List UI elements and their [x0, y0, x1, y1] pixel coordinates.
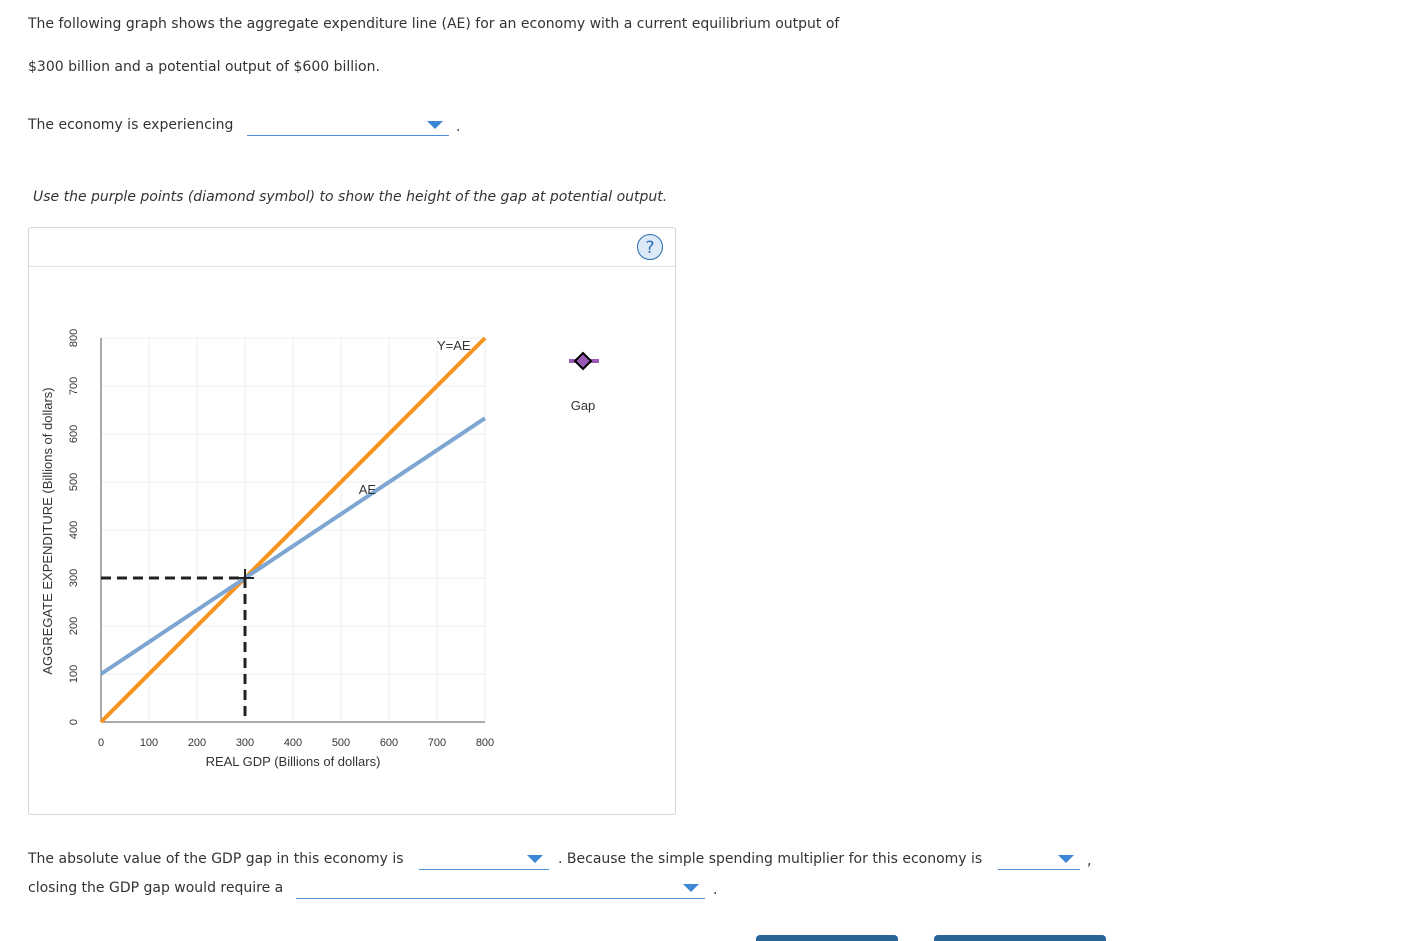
intro-line-1: The following graph shows the aggregate … — [28, 16, 840, 32]
chevron-down-icon — [527, 855, 543, 863]
x-tick-label: 0 — [98, 737, 104, 749]
x-tick-label: 400 — [284, 737, 302, 749]
grade-button[interactable] — [756, 935, 898, 941]
chevron-down-icon — [427, 121, 443, 129]
question-2-prefix: The absolute value of the GDP gap in thi… — [28, 851, 404, 867]
diamond-icon[interactable] — [573, 351, 593, 371]
question-2-middle: . Because the simple spending multiplier… — [558, 851, 983, 867]
y-axis-label: AGGREGATE EXPENDITURE (Billions of dolla… — [40, 387, 55, 674]
next-button[interactable] — [934, 935, 1106, 941]
ae-label: AE — [359, 482, 377, 497]
y-tick-label: 100 — [68, 665, 80, 683]
y-tick-label: 500 — [68, 473, 80, 491]
chart-axes — [100, 338, 485, 723]
x-tick-label: 300 — [236, 737, 254, 749]
question-3-suffix: . — [713, 882, 718, 898]
intro-line-2: $300 billion and a potential output of $… — [28, 59, 380, 75]
panel-divider — [29, 266, 675, 267]
y-equals-ae-line — [99, 336, 487, 724]
question-3-prefix: closing the GDP gap would require a — [28, 880, 284, 896]
x-tick-label: 100 — [140, 737, 158, 749]
y-equals-ae-label: Y=AE — [437, 338, 471, 353]
x-tick-label: 600 — [380, 737, 398, 749]
question-2-comma: , — [1087, 853, 1092, 869]
multiplier-dropdown[interactable] — [998, 849, 1080, 870]
x-axis-label: REAL GDP (Billions of dollars) — [206, 754, 381, 769]
chevron-down-icon — [683, 884, 699, 892]
gdp-gap-dropdown[interactable] — [419, 849, 549, 870]
x-tick-label: 500 — [332, 737, 350, 749]
graph-instruction: Use the purple points (diamond symbol) t… — [33, 189, 668, 205]
y-tick-label: 700 — [68, 377, 80, 395]
chart-series — [99, 336, 487, 724]
equilibrium-guides — [101, 569, 254, 722]
help-icon[interactable]: ? — [637, 234, 663, 260]
ae-line — [99, 416, 487, 676]
y-tick-label: 300 — [68, 569, 80, 587]
y-tick-label: 800 — [68, 329, 80, 347]
x-tick-label: 700 — [428, 737, 446, 749]
y-tick-label: 400 — [68, 521, 80, 539]
chart-tick-labels: 0 100 200 300 400 500 600 700 800 0 100 200 300 400 50… — [68, 329, 494, 749]
x-tick-label: 200 — [188, 737, 206, 749]
policy-dropdown[interactable] — [296, 878, 705, 899]
graph-panel: ? — [28, 227, 676, 815]
economy-state-dropdown[interactable] — [247, 115, 449, 136]
gap-tool-label: Gap — [571, 398, 596, 413]
y-tick-label: 200 — [68, 617, 80, 635]
chevron-down-icon — [1058, 855, 1074, 863]
question-1-prefix: The economy is experiencing — [28, 117, 234, 133]
y-tick-label: 600 — [68, 425, 80, 443]
chart-series-labels: Y=AE AE — [359, 338, 471, 497]
x-tick-label: 800 — [476, 737, 494, 749]
question-1-suffix: . — [456, 119, 461, 135]
y-tick-label: 0 — [68, 719, 80, 725]
gap-palette-tool[interactable]: Gap — [569, 351, 599, 413]
